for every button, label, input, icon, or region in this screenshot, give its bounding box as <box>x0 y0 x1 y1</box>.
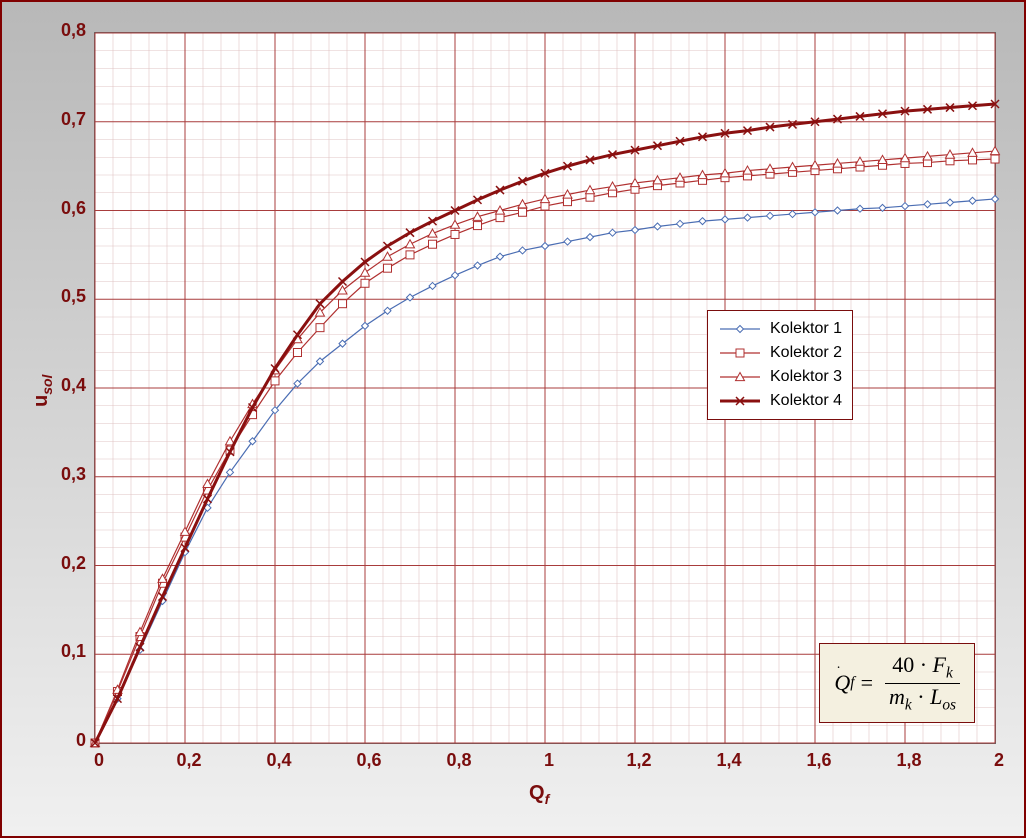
x-tick-label: 1,6 <box>799 750 839 771</box>
x-tick-label: 1,8 <box>889 750 929 771</box>
x-tick-label: 0,2 <box>169 750 209 771</box>
y-tick-label: 0,2 <box>44 553 86 574</box>
formula-box: ·Qf=40 · Fkmk · Los <box>819 643 975 723</box>
x-axis-title: Qf <box>529 782 549 807</box>
x-tick-label: 1 <box>529 750 569 771</box>
y-tick-label: 0 <box>44 730 86 751</box>
x-tick-label: 2 <box>979 750 1019 771</box>
legend-swatch <box>718 343 762 363</box>
legend-label: Kolektor 3 <box>770 368 842 386</box>
plot-area: Kolektor 1 Kolektor 2 Kolektor 3 Kolektor 4… <box>94 32 996 744</box>
x-tick-label: 1,4 <box>709 750 749 771</box>
legend-item: Kolektor 2 <box>718 341 842 365</box>
legend-item: Kolektor 4 <box>718 389 842 413</box>
x-tick-label: 0,4 <box>259 750 299 771</box>
plot-svg <box>95 33 995 743</box>
legend-label: Kolektor 2 <box>770 344 842 362</box>
y-tick-label: 0,5 <box>44 286 86 307</box>
legend-label: Kolektor 1 <box>770 320 842 338</box>
y-tick-label: 0,7 <box>44 109 86 130</box>
x-tick-label: 0 <box>79 750 119 771</box>
legend-swatch <box>718 319 762 339</box>
x-tick-label: 0,8 <box>439 750 479 771</box>
chart-container: Kolektor 1 Kolektor 2 Kolektor 3 Kolektor 4… <box>0 0 1026 838</box>
y-tick-label: 0,1 <box>44 641 86 662</box>
y-tick-label: 0,8 <box>44 20 86 41</box>
legend-swatch <box>718 367 762 387</box>
legend: Kolektor 1 Kolektor 2 Kolektor 3 Kolektor 4 <box>707 310 853 420</box>
legend-item: Kolektor 3 <box>718 365 842 389</box>
y-tick-label: 0,4 <box>44 375 86 396</box>
legend-label: Kolektor 4 <box>770 392 842 410</box>
y-tick-label: 0,3 <box>44 464 86 485</box>
x-tick-label: 0,6 <box>349 750 389 771</box>
legend-swatch <box>718 391 762 411</box>
legend-item: Kolektor 1 <box>718 317 842 341</box>
y-tick-label: 0,6 <box>44 198 86 219</box>
x-tick-label: 1,2 <box>619 750 659 771</box>
